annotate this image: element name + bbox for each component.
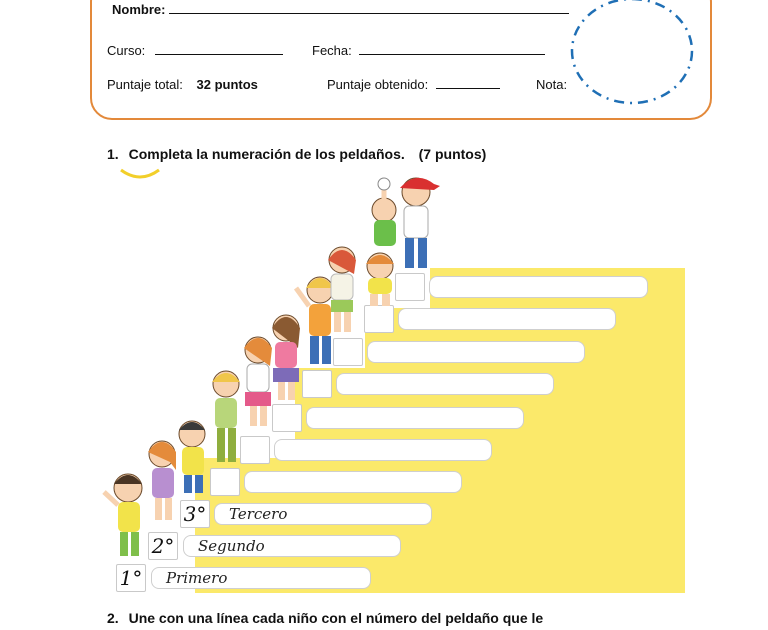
step-9-word[interactable] xyxy=(398,308,616,330)
step-1-word[interactable]: Primero xyxy=(151,567,371,589)
nota-label: Nota: xyxy=(536,77,568,92)
puntaje-total-row: Puntaje total: 32 puntos xyxy=(107,77,258,92)
step-3-word[interactable]: Tercero xyxy=(214,503,432,525)
step-7-word[interactable] xyxy=(336,373,554,395)
question-1-text: Completa la numeración de los peldaños. xyxy=(128,146,405,162)
nombre-label: Nombre: xyxy=(112,2,166,17)
child-2 xyxy=(148,440,176,520)
fecha-field[interactable] xyxy=(359,45,546,55)
puntaje-obtenido-field[interactable] xyxy=(435,79,500,89)
nombre-field[interactable] xyxy=(169,4,570,14)
step-5-number[interactable] xyxy=(240,436,270,464)
child-1 xyxy=(102,473,143,556)
child-3 xyxy=(178,420,206,493)
child-5 xyxy=(244,336,272,426)
nota-row: Nota: xyxy=(536,77,567,92)
puntaje-total-label: Puntaje total: xyxy=(107,77,183,92)
child-10 xyxy=(400,177,440,268)
step-10-word[interactable] xyxy=(429,276,648,298)
child-4 xyxy=(212,370,240,462)
curso-row: Curso: xyxy=(107,43,283,58)
step-6-word[interactable] xyxy=(306,407,524,429)
question-2-text: Une con una línea cada niño con el númer… xyxy=(128,610,544,626)
step-10-number[interactable] xyxy=(395,273,425,301)
child-6 xyxy=(272,314,300,400)
step-2-number[interactable]: 2° xyxy=(148,532,178,560)
child-8 xyxy=(328,246,356,332)
fecha-row: Fecha: xyxy=(312,43,546,58)
question-2-title: 2. Une con una línea cada niño con el nú… xyxy=(107,610,543,626)
step-5-word[interactable] xyxy=(274,439,492,461)
question-2-number: 2. xyxy=(107,610,119,626)
fecha-label: Fecha: xyxy=(312,43,352,58)
step-1-number[interactable]: 1° xyxy=(116,564,146,592)
curso-label: Curso: xyxy=(107,43,146,58)
step-3-number[interactable]: 3° xyxy=(180,500,210,528)
child-9 xyxy=(366,252,394,306)
step-7-number[interactable] xyxy=(302,370,332,398)
question-1-points: (7 puntos) xyxy=(418,146,487,162)
puntaje-total-value: 32 puntos xyxy=(196,77,258,92)
puntaje-obtenido-row: Puntaje obtenido: xyxy=(327,77,500,92)
step-9-number[interactable] xyxy=(364,305,394,333)
question-1-number: 1. xyxy=(107,146,119,162)
step-8-number[interactable] xyxy=(333,338,363,366)
children-illustration xyxy=(102,177,440,556)
curso-field[interactable] xyxy=(154,45,283,55)
step-2-word[interactable]: Segundo xyxy=(183,535,401,557)
grade-circle[interactable] xyxy=(568,0,696,107)
child-7 xyxy=(293,276,334,364)
step-4-word[interactable] xyxy=(244,471,462,493)
step-4-number[interactable] xyxy=(210,468,240,496)
puntaje-obtenido-label: Puntaje obtenido: xyxy=(327,77,429,92)
header-box xyxy=(90,0,712,120)
step-6-number[interactable] xyxy=(272,404,302,432)
grade-circle-outline xyxy=(570,0,694,105)
step-8-word[interactable] xyxy=(367,341,585,363)
child-11 xyxy=(371,177,397,246)
nombre-row: Nombre: xyxy=(112,2,570,17)
question-1-title: 1. Completa la numeración de los peldaño… xyxy=(107,146,486,162)
sun-arc-decoration xyxy=(120,168,160,179)
